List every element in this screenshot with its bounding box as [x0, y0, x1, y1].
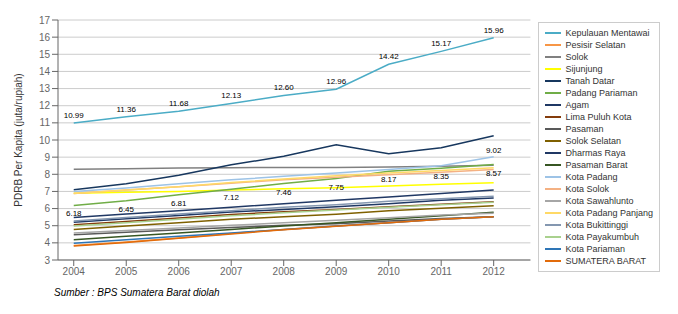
svg-text:11: 11 [40, 117, 51, 128]
svg-text:14: 14 [39, 66, 51, 77]
svg-text:12.60: 12.60 [274, 83, 295, 92]
html-text:Kepulauan Mentawai: Kepulauan Mentawai [565, 28, 650, 38]
svg-text:13: 13 [39, 83, 51, 94]
svg-text:2005: 2005 [115, 266, 138, 277]
html-text:Sumber : BPS Sumatera Barat di: Sumber : BPS Sumatera Barat diolah [54, 287, 220, 298]
svg-text:5: 5 [44, 220, 50, 231]
svg-text:2006: 2006 [168, 266, 191, 277]
svg-text:PDRB Per Kapita (juta/rupiah): PDRB Per Kapita (juta/rupiah) [13, 73, 24, 206]
svg-text:8.35: 8.35 [433, 172, 449, 181]
svg-text:2009: 2009 [325, 266, 348, 277]
svg-text:8.17: 8.17 [381, 175, 397, 184]
html-text:Agam: Agam [565, 100, 589, 110]
html-text:Kota Bukittinggi: Kota Bukittinggi [565, 220, 628, 230]
svg-text:2011: 2011 [430, 266, 452, 277]
svg-text:12.13: 12.13 [221, 91, 242, 100]
svg-text:15.17: 15.17 [431, 39, 452, 48]
svg-text:8.57: 8.57 [486, 169, 502, 178]
svg-text:7: 7 [44, 186, 50, 197]
svg-text:16: 16 [39, 32, 51, 43]
svg-text:2010: 2010 [378, 266, 401, 277]
html-text:Sijunjung: Sijunjung [565, 64, 603, 74]
html-text:Solok Selatan: Solok Selatan [565, 136, 621, 146]
html-text:Kota Pariaman: Kota Pariaman [565, 244, 625, 254]
svg-text:6.45: 6.45 [118, 205, 134, 214]
svg-text:6.81: 6.81 [171, 199, 187, 208]
svg-text:7.12: 7.12 [223, 193, 239, 202]
svg-text:2007: 2007 [220, 266, 243, 277]
html-text:Dharmas Raya: Dharmas Raya [565, 148, 626, 158]
html-text:SUMATERA BARAT: SUMATERA BARAT [565, 256, 647, 266]
svg-text:2004: 2004 [63, 266, 86, 277]
svg-text:2012: 2012 [483, 266, 506, 277]
svg-text:6: 6 [44, 203, 50, 214]
html-text:Kota Padang: Kota Padang [565, 172, 618, 182]
svg-text:17: 17 [39, 15, 51, 26]
html-text:Padang Pariaman: Padang Pariaman [565, 88, 638, 98]
html-text:Kota Sawahlunto: Kota Sawahlunto [565, 196, 634, 206]
svg-text:4: 4 [44, 237, 50, 248]
svg-text:11.36: 11.36 [117, 105, 137, 114]
svg-text:9.02: 9.02 [486, 146, 502, 155]
html-text:Kota Padang Panjang: Kota Padang Panjang [565, 208, 653, 218]
svg-text:10: 10 [39, 135, 51, 146]
svg-text:3: 3 [44, 255, 50, 266]
html-text:Pasaman: Pasaman [565, 124, 604, 134]
svg-text:2008: 2008 [273, 266, 296, 277]
svg-text:12.96: 12.96 [326, 77, 347, 86]
svg-text:15.96: 15.96 [484, 26, 505, 35]
html-text:Solok: Solok [565, 52, 588, 62]
svg-text:7.46: 7.46 [276, 188, 292, 197]
svg-text:6.18: 6.18 [66, 209, 82, 218]
svg-text:8: 8 [44, 169, 50, 180]
html-text:Lima Puluh Kota: Lima Puluh Kota [565, 112, 632, 122]
html-text:Kota Solok: Kota Solok [565, 184, 609, 194]
svg-text:9: 9 [44, 152, 50, 163]
html-text:Pesisir Selatan: Pesisir Selatan [565, 40, 626, 50]
svg-text:7.75: 7.75 [328, 183, 344, 192]
html-text:Kota Payakumbuh: Kota Payakumbuh [565, 232, 639, 242]
svg-text:12: 12 [39, 100, 51, 111]
svg-text:11.68: 11.68 [169, 99, 189, 108]
svg-text:14.42: 14.42 [379, 52, 400, 61]
svg-text:15: 15 [39, 49, 51, 60]
html-text:Pasaman Barat: Pasaman Barat [565, 160, 628, 170]
svg-text:10.99: 10.99 [64, 111, 85, 120]
html-text:Tanah Datar: Tanah Datar [565, 76, 615, 86]
